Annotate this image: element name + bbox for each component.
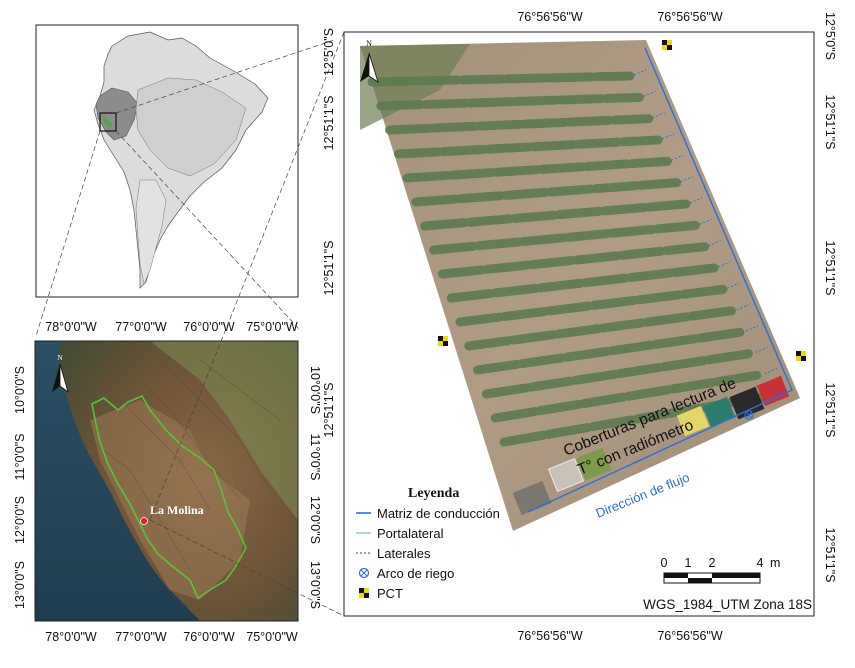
legend-item-label: Laterales — [377, 546, 431, 561]
crs-label: WGS_1984_UTM Zona 18S — [643, 597, 812, 612]
crop-row — [385, 114, 654, 135]
scale-tick-label: 1 — [685, 556, 692, 570]
ridge-lines — [89, 359, 281, 601]
regional-top-lon-label: 75°0'0"W — [246, 320, 298, 334]
field-right-lat-label: 12°51'1"S — [823, 383, 837, 438]
inset-connector-lines — [35, 39, 335, 337]
legend-item-label: PCT — [377, 586, 403, 601]
field-north-label: N — [366, 39, 372, 48]
regional-right-lat-label: 10°0'0"S — [308, 366, 322, 414]
crop-row — [411, 178, 682, 207]
legend-item-label: Arco de riego — [377, 566, 454, 581]
field-right-lat-label: 12°51'1"S — [823, 95, 837, 150]
legend-item-label: Matriz de conducción — [377, 506, 500, 521]
pct-marker — [796, 351, 806, 361]
argentina-shape — [135, 179, 167, 285]
regional-north-label: N — [57, 354, 62, 362]
pct-marker — [438, 336, 448, 346]
regional-right-lat-label: 11°0'0"S — [308, 433, 322, 480]
crop-row — [446, 263, 719, 303]
radiometer-covers — [512, 375, 790, 516]
crop-row — [464, 306, 738, 351]
field-bottom-lon-label: 76°56'56"W — [657, 629, 723, 643]
pct-marker — [662, 40, 672, 50]
regional-bottom-lon-label: 75°0'0"W — [246, 630, 298, 644]
crop-row — [455, 284, 728, 327]
field-north-arrow: N — [360, 39, 379, 83]
la-molina-label: La Molina — [150, 503, 204, 517]
field-left-lat-label: 12°5'0"S — [322, 28, 336, 76]
legend-item-label: Portalateral — [377, 526, 444, 541]
regional-map: N La Molina 78°0'0"W 77°0'0"W 76°0'0"W 7… — [13, 320, 322, 644]
field-left-lat-label: 12°51'1"S — [322, 383, 336, 438]
crop-row — [481, 348, 756, 399]
irrigation-arc-marker — [744, 410, 754, 420]
field-right-lat-label: 12°51'1"S — [823, 528, 837, 583]
regional-bottom-lon-label: 77°0'0"W — [115, 630, 167, 644]
crop-row — [429, 220, 700, 255]
legend-title: Leyenda — [408, 486, 459, 501]
regional-frame — [34, 340, 299, 622]
crop-row — [376, 92, 644, 111]
conduction-matrix-line — [527, 47, 793, 513]
field-bottom-lon-label: 76°56'56"W — [517, 629, 583, 643]
scale-unit-label: m — [770, 556, 780, 570]
study-region-box — [99, 112, 117, 132]
field-left-lat-label: 12°51'1"S — [322, 96, 336, 151]
scale-tick-label: 4 — [757, 556, 764, 570]
crop-row — [420, 199, 691, 231]
regional-right-lat-label: 13°0'0"S — [308, 561, 322, 609]
legend-swatch-pct — [359, 588, 369, 598]
crop-row — [437, 242, 710, 279]
field-right-lat-label: 12°5'0"S — [823, 12, 837, 60]
regional-north-arrow: N — [52, 354, 69, 394]
regional-top-lon-label: 77°0'0"W — [115, 320, 167, 334]
regional-connector-lines — [149, 31, 345, 617]
scale-tick-label: 2 — [709, 556, 716, 570]
highland-vegetation — [150, 341, 298, 520]
la-molina-point — [140, 517, 148, 525]
legend-swatch-arc — [358, 567, 370, 579]
regional-bottom-lon-label: 78°0'0"W — [45, 630, 97, 644]
regional-left-lat-label: 10°0'0"S — [13, 366, 27, 414]
study-area-outline — [91, 394, 247, 600]
study-region-fill — [102, 116, 112, 128]
pct-markers — [438, 40, 806, 361]
crop-row — [473, 327, 747, 375]
scale-bar: 0 1 2 4 m — [661, 556, 780, 584]
regional-top-lon-label: 78°0'0"W — [45, 320, 97, 334]
regional-left-lat-label: 12°0'0"S — [13, 496, 27, 544]
peru-shape — [95, 87, 139, 141]
field-top-lon-label: 76°56'56"W — [657, 10, 723, 24]
regional-left-lat-label: 13°0'0"S — [13, 561, 27, 609]
irrigation-arc-cross — [745, 411, 753, 419]
crop-row — [402, 156, 672, 183]
field-map: N Coberturas para lectura de T° con radi… — [322, 10, 837, 643]
crop-row — [490, 370, 766, 423]
legend-swatch-arc-cross — [360, 569, 368, 577]
legend: Leyenda Matriz de conducción Portalatera… — [356, 486, 500, 601]
regional-left-lat-label: 11°0'0"S — [13, 433, 27, 480]
scale-tick-label: 0 — [661, 556, 668, 570]
regional-top-lon-label: 76°0'0"W — [183, 320, 235, 334]
field-top-lon-label: 76°56'56"W — [517, 10, 583, 24]
regional-bottom-lon-label: 76°0'0"W — [183, 630, 235, 644]
field-right-lat-label: 12°51'1"S — [823, 241, 837, 296]
crop-row — [367, 71, 635, 87]
brazil-shape — [135, 77, 247, 177]
crop-row — [393, 135, 663, 159]
regional-right-lat-label: 12°0'0"S — [308, 496, 322, 544]
crop-rows — [367, 71, 775, 447]
field-left-lat-label: 12°51'1"S — [322, 241, 336, 296]
continent-inset — [35, 24, 299, 298]
